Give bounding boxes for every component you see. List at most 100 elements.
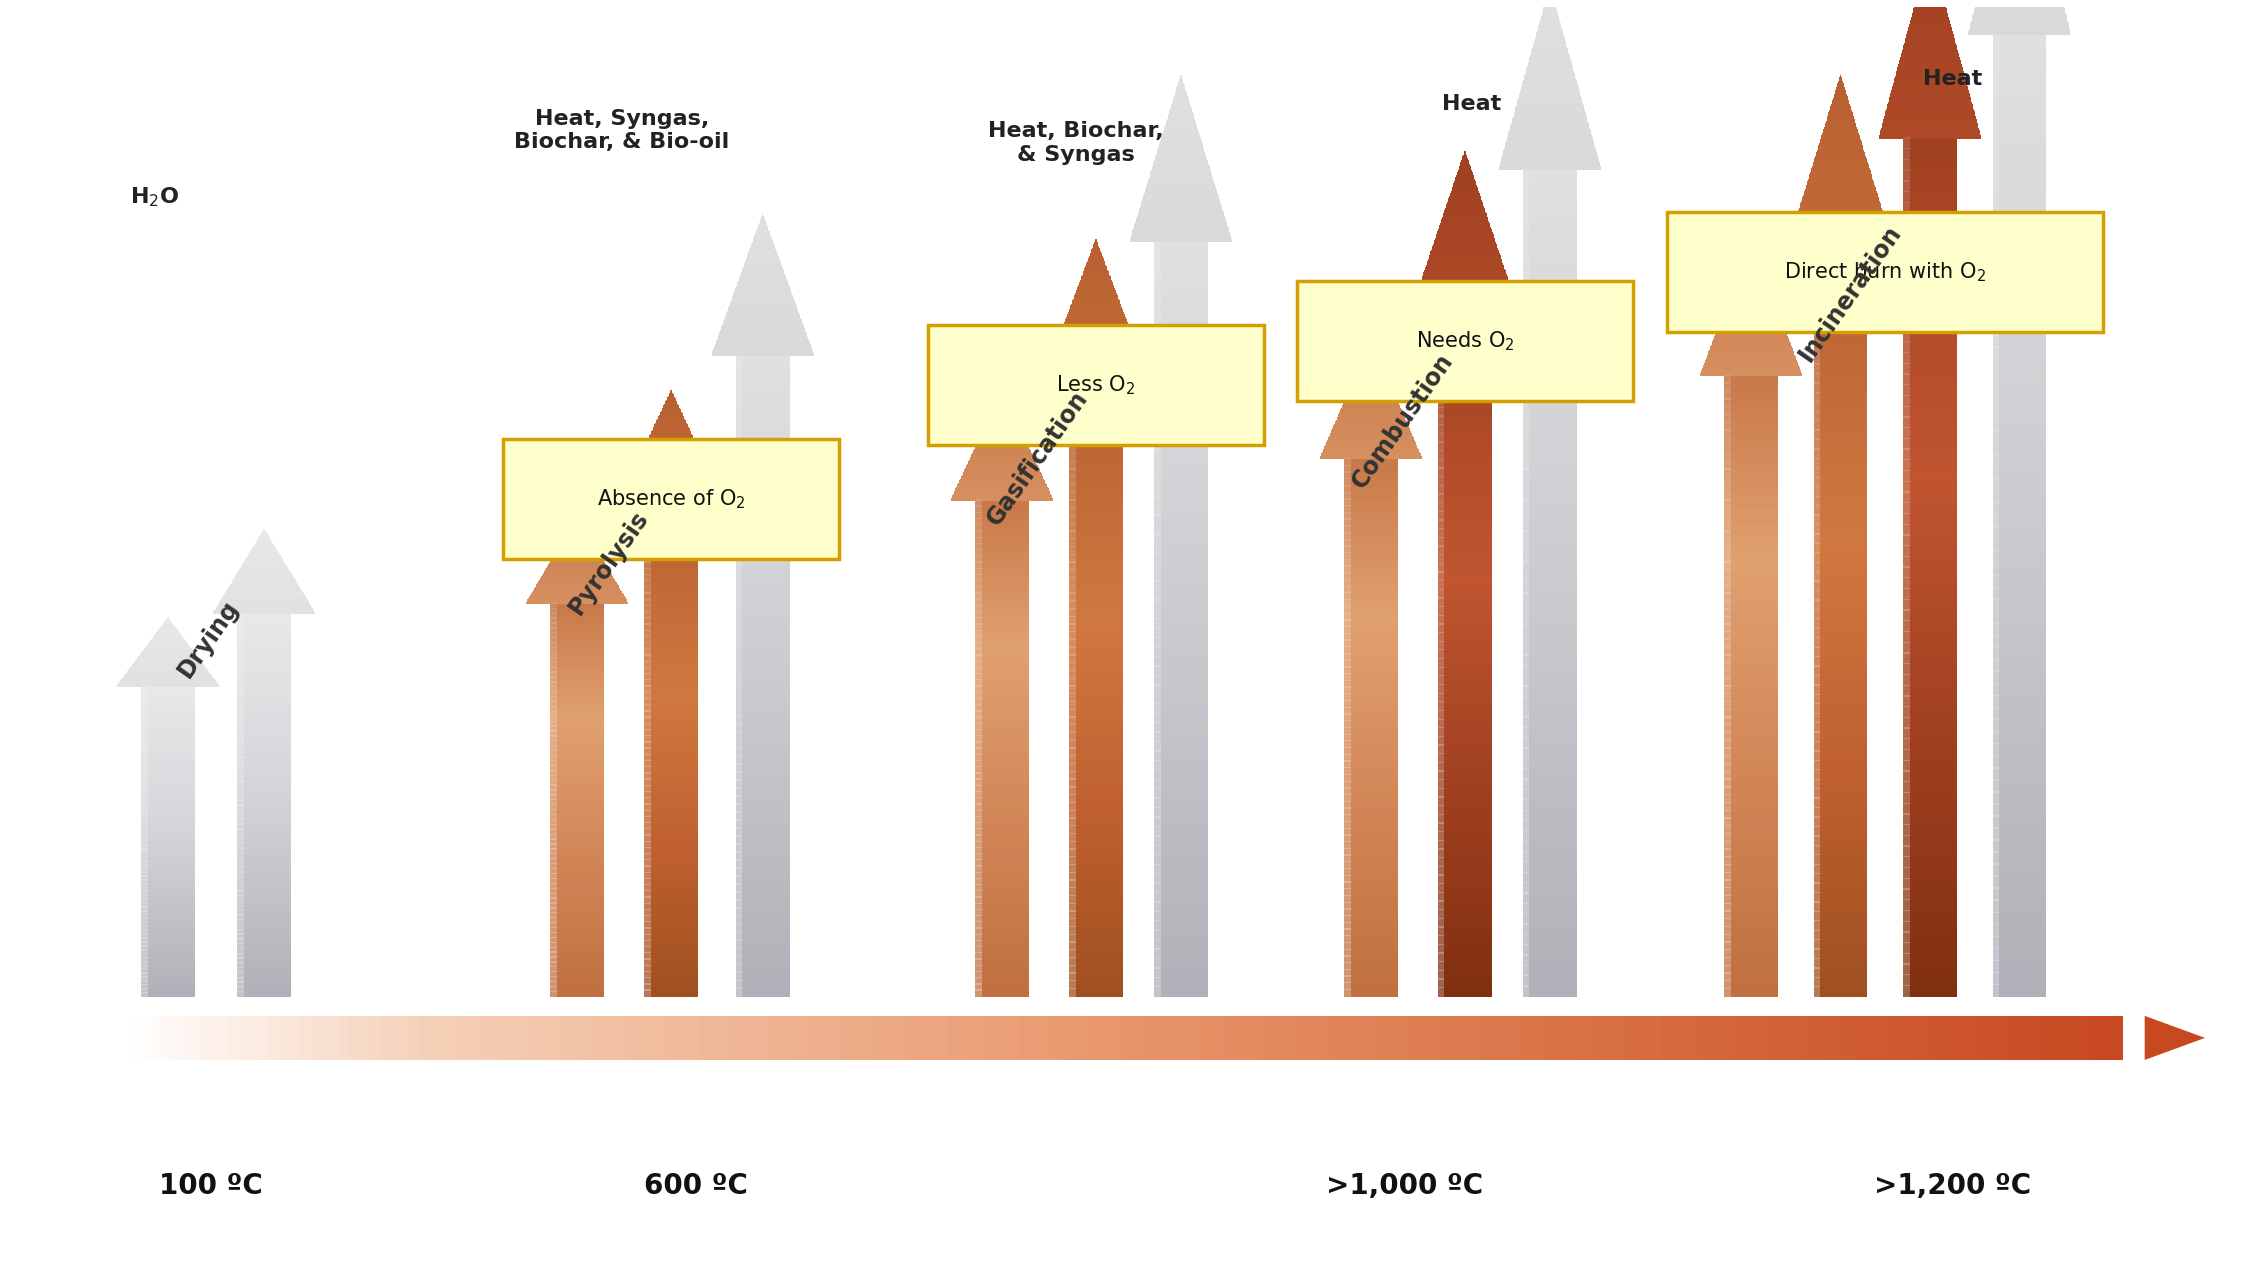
Bar bbox=[1724, 903, 1730, 912]
Bar bbox=[1442, 215, 1487, 218]
Bar bbox=[736, 955, 790, 965]
Bar bbox=[1840, 1016, 1852, 1060]
Bar bbox=[1438, 389, 1492, 399]
Bar bbox=[1814, 533, 1820, 544]
Bar bbox=[1069, 887, 1076, 896]
Bar bbox=[551, 805, 603, 810]
Bar bbox=[2099, 1016, 2113, 1060]
Bar bbox=[549, 562, 605, 564]
Bar bbox=[1724, 399, 1778, 408]
Bar bbox=[1156, 156, 1206, 159]
Bar bbox=[1438, 918, 1492, 928]
Bar bbox=[1413, 301, 1516, 303]
Bar bbox=[1901, 50, 1958, 54]
Bar bbox=[1523, 779, 1577, 790]
Bar bbox=[551, 824, 603, 830]
Bar bbox=[736, 586, 790, 597]
Bar bbox=[1438, 398, 1444, 408]
Bar bbox=[745, 265, 781, 268]
Bar bbox=[974, 847, 981, 854]
Bar bbox=[220, 599, 308, 602]
Bar bbox=[974, 773, 981, 780]
Bar bbox=[551, 942, 603, 947]
Bar bbox=[1724, 747, 1730, 756]
Bar bbox=[1994, 190, 1998, 204]
Bar bbox=[1904, 417, 1910, 428]
Bar bbox=[736, 635, 742, 644]
Bar bbox=[1361, 361, 1382, 363]
Bar bbox=[1724, 631, 1730, 640]
Bar bbox=[569, 1016, 580, 1060]
Bar bbox=[1521, 92, 1579, 94]
Bar bbox=[1071, 303, 1120, 307]
Bar bbox=[1724, 523, 1730, 532]
Bar bbox=[238, 570, 290, 572]
Bar bbox=[1814, 325, 1867, 337]
Bar bbox=[1343, 646, 1350, 654]
Bar bbox=[1814, 307, 1820, 317]
Bar bbox=[1994, 226, 1998, 240]
Bar bbox=[142, 852, 148, 857]
Bar bbox=[1069, 840, 1123, 849]
Bar bbox=[1523, 500, 1577, 511]
Bar bbox=[142, 751, 196, 756]
Bar bbox=[256, 542, 272, 544]
Bar bbox=[236, 718, 290, 724]
Bar bbox=[1724, 872, 1778, 881]
Bar bbox=[551, 725, 556, 732]
Bar bbox=[997, 402, 1008, 404]
Bar bbox=[1154, 325, 1208, 337]
Bar bbox=[1343, 848, 1350, 856]
Bar bbox=[1154, 844, 1208, 856]
FancyBboxPatch shape bbox=[1298, 282, 1634, 402]
Bar bbox=[1523, 686, 1530, 697]
Bar bbox=[164, 622, 173, 625]
Bar bbox=[1438, 553, 1492, 564]
Bar bbox=[1438, 232, 1494, 236]
Bar bbox=[736, 988, 790, 997]
Bar bbox=[1814, 940, 1867, 950]
Bar bbox=[1069, 872, 1123, 881]
Bar bbox=[1438, 857, 1492, 867]
Bar bbox=[1973, 13, 2066, 17]
Bar bbox=[142, 859, 148, 864]
Bar bbox=[974, 909, 981, 917]
Bar bbox=[736, 643, 742, 653]
Bar bbox=[1168, 116, 1195, 120]
Bar bbox=[994, 407, 1010, 409]
Bar bbox=[551, 770, 603, 776]
Bar bbox=[551, 745, 603, 751]
Bar bbox=[142, 817, 148, 822]
Bar bbox=[1438, 381, 1492, 390]
Bar bbox=[236, 890, 290, 896]
Bar bbox=[1814, 958, 1867, 969]
Bar bbox=[626, 486, 716, 488]
Bar bbox=[142, 907, 196, 912]
Bar bbox=[1100, 1016, 1112, 1060]
Bar bbox=[1904, 48, 1958, 51]
Bar bbox=[1438, 476, 1492, 486]
Bar bbox=[236, 819, 243, 825]
Bar bbox=[974, 623, 1028, 631]
Bar bbox=[1438, 952, 1444, 963]
Bar bbox=[974, 537, 1028, 544]
Bar bbox=[1724, 717, 1730, 725]
Bar bbox=[644, 797, 650, 805]
Bar bbox=[551, 843, 556, 849]
Bar bbox=[718, 339, 808, 342]
Bar bbox=[736, 627, 790, 636]
Bar bbox=[1332, 428, 1411, 431]
Bar bbox=[1438, 667, 1492, 677]
Bar bbox=[1154, 826, 1208, 836]
Bar bbox=[974, 760, 1028, 768]
Bar bbox=[1717, 328, 1784, 330]
Bar bbox=[1343, 659, 1397, 668]
Bar bbox=[142, 872, 148, 877]
Bar bbox=[644, 853, 650, 861]
Bar bbox=[1069, 382, 1076, 391]
Bar bbox=[1429, 255, 1501, 259]
Bar bbox=[1154, 402, 1161, 412]
Bar bbox=[1069, 779, 1123, 788]
Bar bbox=[245, 561, 284, 562]
Bar bbox=[153, 638, 182, 639]
